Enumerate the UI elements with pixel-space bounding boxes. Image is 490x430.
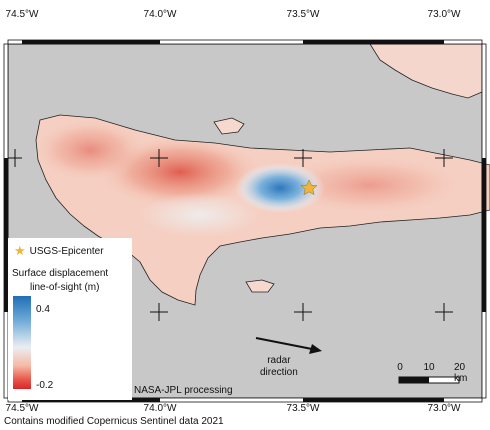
scale-label-0: 0 xyxy=(397,362,403,373)
graticule xyxy=(8,149,453,321)
bottom-lon-label-3: 73.5°W xyxy=(286,403,320,414)
bottom-lon-label-2: 74.0°W xyxy=(143,403,177,414)
epicenter-star-icon xyxy=(300,179,318,195)
star-icon: ★ xyxy=(14,243,26,258)
top-lon-label-3: 73.5°W xyxy=(286,9,320,20)
peninsula-landmass xyxy=(35,114,490,306)
legend: ★ USGS-Epicenter Surface displacement li… xyxy=(8,238,132,400)
small-island xyxy=(213,117,245,135)
colorbar xyxy=(13,296,31,389)
processing-credit: NASA-JPL processing xyxy=(134,385,233,396)
scale-label-20: 20 km xyxy=(454,362,468,384)
colorbar-min-label: -0.2 xyxy=(36,380,54,391)
bottom-lon-label-4: 73.0°W xyxy=(427,403,461,414)
radar-label-line1: radar xyxy=(267,355,291,366)
radar-direction-arrow xyxy=(255,337,322,354)
radar-label-line2: direction xyxy=(260,366,298,378)
legend-epicenter-label: USGS-Epicenter xyxy=(29,245,104,257)
data-credit: Contains modified Copernicus Sentinel da… xyxy=(4,416,224,427)
bottom-lon-label-1: 74.5°W xyxy=(5,403,39,414)
southern-islet xyxy=(245,279,275,293)
map-frame xyxy=(3,39,487,403)
legend-epicenter-row: ★ USGS-Epicenter xyxy=(14,243,104,259)
colorbar-max-label: 0.4 xyxy=(36,304,50,315)
scale-bar xyxy=(398,376,460,384)
top-lon-label-1: 74.5°W xyxy=(5,9,39,20)
legend-title: Surface displacement xyxy=(12,268,109,279)
top-lon-label-2: 74.0°W xyxy=(143,9,177,20)
top-lon-label-4: 73.0°W xyxy=(427,9,461,20)
legend-subtitle: line-of-sight (m) xyxy=(30,282,100,293)
scale-label-10: 10 xyxy=(423,362,435,373)
radar-direction-label: radar direction xyxy=(260,355,298,378)
